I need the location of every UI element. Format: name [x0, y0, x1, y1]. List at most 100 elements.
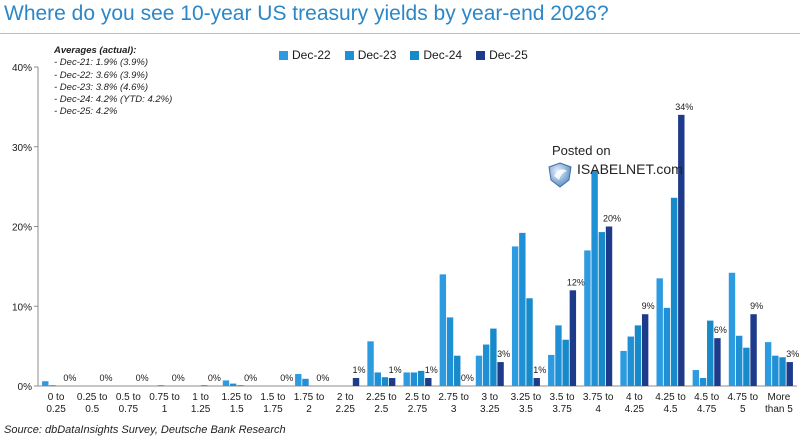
data-label: 20%	[603, 214, 621, 224]
data-label: 9%	[750, 301, 763, 311]
data-label: 12%	[567, 277, 585, 287]
x-tick-label: 4.5	[664, 404, 678, 415]
x-tick-label: 3.5 to	[550, 392, 575, 403]
x-tick-label: 1	[162, 404, 168, 415]
bar-dec23	[663, 307, 671, 386]
bar-dec22	[692, 370, 700, 386]
bar-dec25	[786, 362, 793, 386]
data-label: 3%	[497, 349, 510, 359]
bar-dec23	[627, 336, 634, 386]
bar-dec22	[584, 250, 591, 386]
x-tick-label: 4.75 to	[727, 392, 758, 403]
data-label: 0%	[136, 373, 149, 383]
bar-dec24	[201, 385, 208, 386]
legend-item-dec25: Dec-25	[476, 48, 528, 62]
bar-dec24	[707, 320, 714, 386]
bar-dec25	[352, 378, 360, 386]
chart-legend: Dec-22 Dec-23 Dec-24 Dec-25	[279, 48, 528, 62]
averages-line-dec23: - Dec-23: 3.8% (4.6%)	[54, 81, 148, 93]
x-tick-label: 2 to	[337, 392, 354, 403]
data-label: 0%	[316, 373, 329, 383]
data-label: 1%	[389, 365, 402, 375]
x-tick-label: 4	[595, 404, 601, 415]
x-tick-label: 1.25 to	[221, 392, 252, 403]
x-tick-label: More	[768, 392, 791, 403]
data-label: 34%	[675, 102, 693, 112]
x-tick-label: 3.25	[480, 404, 500, 415]
data-label: 0%	[244, 373, 257, 383]
x-tick-label: 3	[451, 404, 457, 415]
data-label: 0%	[208, 373, 221, 383]
bar-dec24	[381, 377, 389, 386]
data-label: 0%	[63, 373, 76, 383]
bar-dec23	[482, 344, 490, 386]
bar-dec25	[678, 114, 685, 386]
bar-dec23	[302, 378, 309, 386]
bar-dec23	[735, 335, 743, 386]
averages-heading: Averages (actual):	[54, 45, 137, 56]
x-tick-label: 2.25 to	[366, 392, 397, 403]
data-label: 3%	[786, 349, 799, 359]
x-tick-label: 2.75	[408, 404, 428, 415]
legend-swatch-dec22	[279, 50, 288, 60]
bar-dec25	[425, 378, 432, 386]
bar-dec23	[410, 372, 418, 386]
bar-dec24	[237, 385, 244, 386]
bar-dec23	[772, 355, 779, 386]
bar-dec24	[743, 347, 750, 386]
bar-dec22	[222, 380, 230, 386]
bar-dec24	[779, 357, 786, 386]
averages-note: Averages (actual): - Dec-21: 1.9% (3.9%)…	[54, 45, 172, 119]
bar-dec23	[555, 325, 562, 386]
bar-dec24	[634, 325, 642, 386]
bar-dec25	[497, 362, 504, 386]
bar-dec23	[157, 385, 165, 386]
source-note: Source: dbDataInsights Survey, Deutsche …	[4, 424, 286, 436]
x-tick-label: 3.75	[552, 404, 572, 415]
x-tick-label: 1.75	[263, 404, 283, 415]
watermark: Posted on ISABELNET.com	[546, 143, 686, 189]
x-tick-label: 0.75 to	[149, 392, 180, 403]
x-tick-label: than 5	[765, 404, 793, 415]
bar-dec24	[598, 232, 606, 386]
x-tick-label: 1.5	[230, 404, 244, 415]
bar-dec25	[388, 378, 396, 386]
x-tick-label: 4.25 to	[655, 392, 686, 403]
x-tick-label: 4.75	[697, 404, 717, 415]
x-tick-label: 4.25	[625, 404, 645, 415]
legend-swatch-dec25	[476, 50, 486, 60]
bar-dec22	[656, 278, 663, 386]
x-tick-label: 0.25 to	[77, 392, 108, 403]
bar-dec25	[569, 290, 577, 386]
x-tick-label: 1 to	[192, 392, 209, 403]
x-tick-label: 1.75 to	[294, 392, 325, 403]
x-tick-label: 3 to	[481, 392, 498, 403]
y-tick-label: 0%	[18, 382, 33, 393]
bar-dec22	[511, 246, 519, 386]
legend-label-dec24: Dec-24	[423, 48, 463, 62]
bar-dec23	[374, 372, 381, 386]
y-tick-label: 10%	[12, 302, 32, 313]
bar-dec23	[446, 317, 454, 386]
data-label: 0%	[280, 373, 293, 383]
x-tick-label: 1.25	[191, 404, 211, 415]
bar-dec24	[562, 339, 569, 386]
bar-dec23	[49, 385, 56, 386]
bar-dec23	[229, 383, 237, 386]
bar-dec24	[670, 197, 678, 386]
bar-dec22	[42, 381, 49, 386]
bar-dec25	[533, 378, 540, 386]
bar-dec23	[699, 378, 707, 386]
watermark-posted-text: Posted on	[552, 143, 611, 158]
y-tick-label: 20%	[12, 223, 32, 234]
averages-line-dec24: - Dec-24: 4.2% (YTD: 4.2%)	[54, 94, 173, 106]
y-tick-label: 30%	[12, 143, 32, 154]
bar-dec25	[641, 314, 649, 386]
bar-dec22	[548, 354, 555, 386]
averages-line-dec22: - Dec-22: 3.6% (3.9%)	[54, 69, 148, 81]
bar-dec23	[519, 232, 526, 386]
legend-label-dec25: Dec-25	[489, 48, 528, 62]
bar-dec22	[620, 350, 627, 386]
legend-label-dec23: Dec-23	[357, 48, 397, 62]
